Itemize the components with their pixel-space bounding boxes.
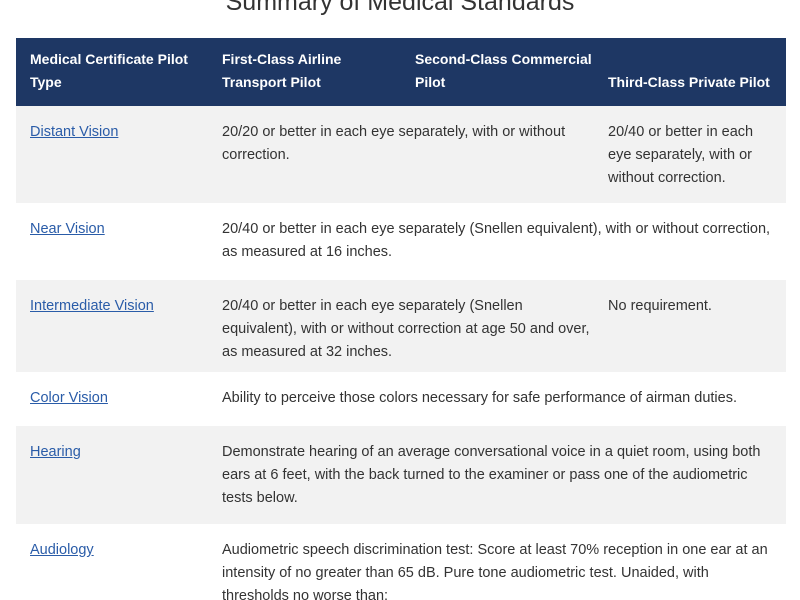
page-title: Summary of Medical Standards — [225, 0, 575, 16]
label-cell: Distant Vision — [16, 106, 222, 203]
row: Hearing Demonstrate hearing of an averag… — [16, 426, 786, 524]
cell: 20/40 or better in each eye separately, … — [608, 106, 786, 203]
row-link[interactable]: Audiology — [30, 542, 94, 558]
header-cell: Second-Class Commercial Pilot — [415, 38, 608, 106]
cell: 20/40 or better in each eye separately (… — [222, 221, 771, 260]
standards-table: Medical Certificate Pilot Type First-Cla… — [16, 38, 786, 600]
header-cell: Medical Certificate Pilot Type — [16, 38, 222, 106]
row-link[interactable]: Intermediate Vision — [30, 298, 154, 314]
label-cell: Hearing — [16, 426, 222, 524]
row: Color Vision Ability to perceive those c… — [16, 372, 786, 426]
label-cell: Near Vision — [16, 203, 222, 280]
label-cell: Intermediate Vision — [16, 280, 222, 372]
cell: 20/40 or better in each eye separately (… — [222, 280, 608, 372]
row: Audiology Audiometric speech discriminat… — [16, 524, 786, 600]
cell: Demonstrate hearing of an average conver… — [222, 426, 786, 524]
header-cell: First-Class Airline Transport Pilot — [222, 38, 415, 106]
row-link[interactable]: Near Vision — [30, 221, 105, 237]
row: Near Vision 20/40 or better in each eye … — [16, 203, 786, 280]
row-link[interactable]: Hearing — [30, 444, 81, 460]
cell: No requirement. — [608, 280, 786, 372]
cell: Ability to perceive those colors necessa… — [222, 390, 737, 406]
row-link[interactable]: Color Vision — [30, 390, 108, 406]
row: Distant Vision 20/20 or better in each e… — [16, 106, 786, 203]
label-cell: Audiology — [16, 524, 222, 600]
label-cell: Color Vision — [16, 372, 222, 426]
cell: Audiometric speech discrimination test: … — [222, 542, 768, 600]
header-cell: Third-Class Private Pilot — [608, 38, 786, 106]
row-link[interactable]: Distant Vision — [30, 124, 119, 140]
cell: 20/20 or better in each eye separately, … — [222, 106, 608, 203]
row: Intermediate Vision 20/40 or better in e… — [16, 280, 786, 372]
header-row: Medical Certificate Pilot Type First-Cla… — [16, 38, 786, 106]
